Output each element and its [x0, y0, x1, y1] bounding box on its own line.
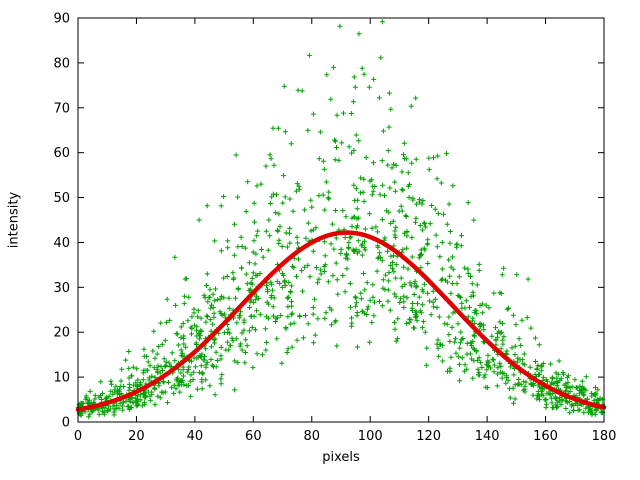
x-tick-label: 180: [592, 429, 617, 444]
x-axis-title: pixels: [322, 450, 360, 465]
x-tick-label: 60: [245, 429, 262, 444]
x-tick-label: 0: [74, 429, 82, 444]
x-tick-label: 120: [416, 429, 441, 444]
x-tick-label: 40: [187, 429, 204, 444]
x-tick-label: 80: [304, 429, 321, 444]
x-tick-label: 140: [475, 429, 500, 444]
plot-border: [77, 17, 605, 423]
y-tick-label: 70: [53, 101, 70, 116]
y-tick-label: 20: [53, 326, 70, 341]
x-tick-label: 160: [533, 429, 558, 444]
y-tick-label: 30: [53, 281, 70, 296]
y-axis-title: intensity: [6, 191, 22, 249]
y-tick-label: 40: [53, 236, 70, 251]
y-tick-label: 0: [62, 416, 70, 431]
x-tick-label: 20: [128, 429, 145, 444]
y-tick-label: 90: [53, 12, 70, 27]
fit-curve-gaussian: [75, 230, 607, 412]
y-tick-label: 60: [53, 146, 70, 161]
y-tick-label: 50: [53, 191, 70, 206]
x-tick-label: 100: [358, 429, 383, 444]
y-tick-label: 10: [53, 371, 70, 386]
y-tick-label: 80: [53, 56, 70, 71]
